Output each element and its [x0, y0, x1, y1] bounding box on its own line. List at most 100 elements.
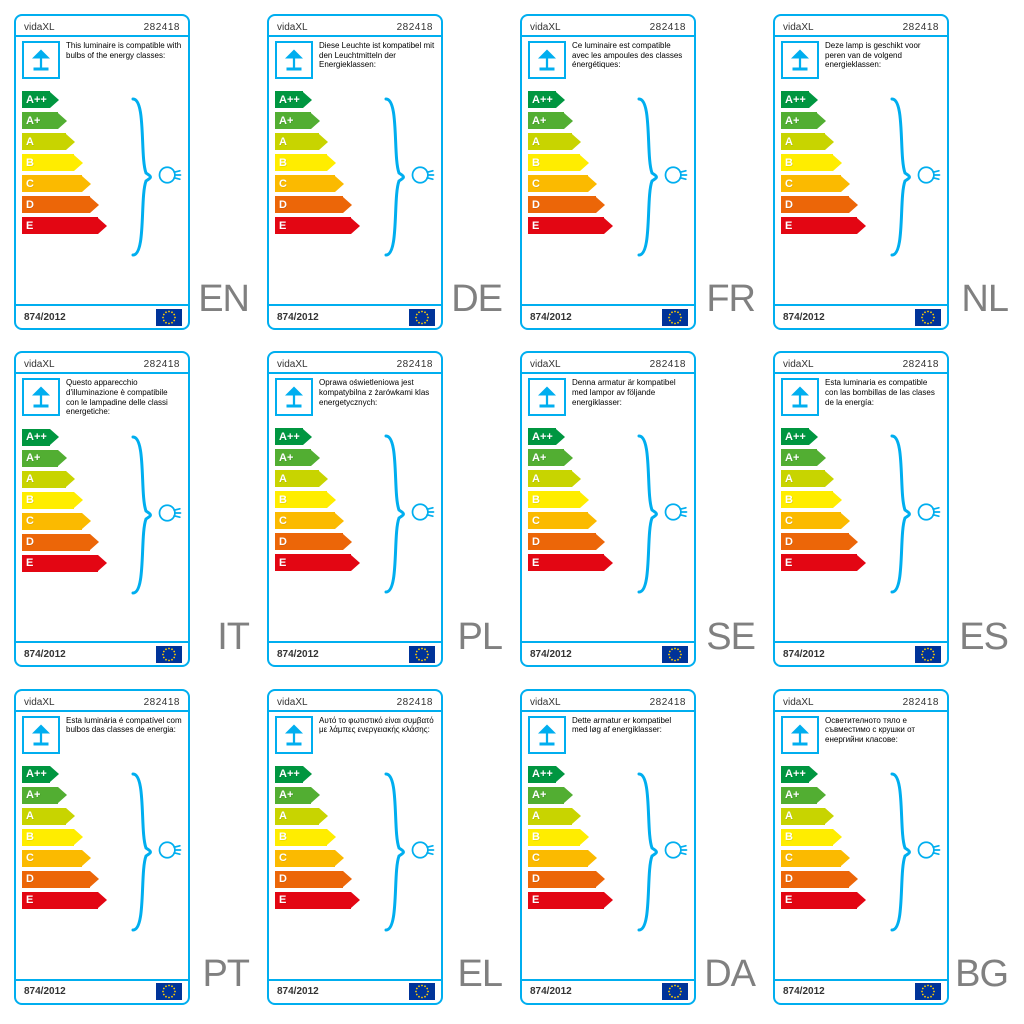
energy-label: vidaXL 282418 This luminaire is compatib…: [14, 14, 190, 330]
label-row2: Ce luminaire est compatible avec les amp…: [522, 37, 694, 85]
energy-arrows: A++ A+ A B C D E: [16, 762, 188, 912]
energy-arrow-B: B: [275, 829, 336, 846]
energy-arrow-C: C: [528, 850, 597, 867]
regulation-text: 874/2012: [783, 649, 825, 660]
language-code: PL: [458, 616, 502, 659]
product-code: 282418: [650, 22, 686, 33]
label-row2: Diese Leuchte ist kompatibel mit den Leu…: [269, 37, 441, 85]
energy-arrow-A: A: [528, 470, 581, 487]
energy-arrows: A++ A+ A B C D E: [775, 87, 947, 237]
energy-arrow-A: A: [781, 470, 834, 487]
energy-arrow-C: C: [275, 175, 344, 192]
eu-flag-icon: [156, 309, 182, 326]
description-text: Esta luminaria es compatible con las bom…: [825, 378, 941, 407]
lamp-icon: [785, 45, 815, 75]
energy-arrow-A+: A+: [22, 787, 67, 804]
energy-arrow-A: A: [22, 133, 75, 150]
energy-arrow-D: D: [275, 196, 352, 213]
lamp-icon: [26, 382, 56, 412]
label-cell: vidaXL 282418 Esta luminaria es compatib…: [773, 351, 1010, 672]
energy-arrow-C: C: [275, 850, 344, 867]
label-footer: 874/2012: [522, 979, 694, 1003]
language-code: BG: [955, 953, 1008, 996]
energy-arrow-D: D: [781, 871, 858, 888]
energy-arrows: A++ A+ A B C D E: [269, 87, 441, 237]
lamp-box: [22, 716, 60, 754]
energy-arrow-E: E: [22, 892, 107, 909]
label-header: vidaXL 282418: [775, 16, 947, 35]
description-text: Ce luminaire est compatible avec les amp…: [572, 41, 688, 70]
energy-arrow-B: B: [528, 829, 589, 846]
label-row2: Questo apparecchio d'illuminazione è com…: [16, 374, 188, 422]
energy-label: vidaXL 282418 Questo apparecchio d'illum…: [14, 351, 190, 667]
bulb-icon: [662, 498, 690, 526]
energy-arrow-C: C: [781, 850, 850, 867]
energy-arrow-E: E: [528, 554, 613, 571]
energy-arrows: A++ A+ A B C D E: [16, 425, 188, 575]
energy-arrows: A++ A+ A B C D E: [522, 762, 694, 912]
lamp-icon: [785, 720, 815, 750]
energy-arrow-C: C: [22, 175, 91, 192]
energy-arrow-A: A: [275, 133, 328, 150]
label-footer: 874/2012: [775, 979, 947, 1003]
energy-arrow-A+: A+: [275, 112, 320, 129]
language-code: DA: [704, 953, 755, 996]
brand-text: vidaXL: [530, 697, 561, 708]
label-row2: Dette armatur er kompatibel med løg af e…: [522, 712, 694, 760]
lamp-icon: [279, 382, 309, 412]
energy-arrows: A++ A+ A B C D E: [522, 87, 694, 237]
language-code: FR: [706, 278, 755, 321]
energy-arrow-E: E: [781, 217, 866, 234]
energy-arrow-C: C: [781, 512, 850, 529]
brace-icon: [381, 97, 411, 257]
energy-arrow-B: B: [528, 491, 589, 508]
label-header: vidaXL 282418: [269, 691, 441, 710]
label-row2: Esta luminaria es compatible con las bom…: [775, 374, 947, 422]
description-text: Questo apparecchio d'illuminazione è com…: [66, 378, 182, 416]
energy-arrow-C: C: [275, 512, 344, 529]
energy-arrow-A+: A+: [781, 112, 826, 129]
description-text: This luminaire is compatible with bulbs …: [66, 41, 182, 60]
language-code: EL: [458, 953, 502, 996]
label-header: vidaXL 282418: [522, 691, 694, 710]
brace-icon: [887, 434, 917, 594]
lamp-box: [275, 41, 313, 79]
language-code: SE: [706, 616, 755, 659]
product-code: 282418: [650, 359, 686, 370]
eu-flag-icon: [915, 309, 941, 326]
brand-text: vidaXL: [783, 22, 814, 33]
label-footer: 874/2012: [775, 304, 947, 328]
bulb-icon: [156, 836, 184, 864]
regulation-text: 874/2012: [24, 649, 66, 660]
bulb-icon: [915, 498, 943, 526]
energy-label: vidaXL 282418 Esta luminaria es compatib…: [773, 351, 949, 667]
brace-icon: [128, 435, 158, 595]
regulation-text: 874/2012: [530, 986, 572, 997]
label-grid: vidaXL 282418 This luminaire is compatib…: [14, 14, 1010, 1010]
lamp-icon: [532, 45, 562, 75]
bulb-icon: [156, 161, 184, 189]
label-footer: 874/2012: [269, 304, 441, 328]
eu-flag-icon: [915, 646, 941, 663]
energy-arrow-B: B: [781, 154, 842, 171]
product-code: 282418: [144, 697, 180, 708]
description-text: Осветителното тяло е съвместимо с крушки…: [825, 716, 941, 745]
label-header: vidaXL 282418: [16, 691, 188, 710]
energy-arrow-A: A: [781, 133, 834, 150]
label-row2: Denna armatur är kompatibel med lampor a…: [522, 374, 694, 422]
product-code: 282418: [903, 697, 939, 708]
description-text: Αυτό το φωτιστικό είναι συμβατό με λάμπε…: [319, 716, 435, 735]
energy-label: vidaXL 282418 Deze lamp is geschikt voor…: [773, 14, 949, 330]
lamp-box: [22, 378, 60, 416]
brace-icon: [381, 434, 411, 594]
bulb-icon: [156, 499, 184, 527]
eu-flag-icon: [662, 309, 688, 326]
energy-label: vidaXL 282418 Осветителното тяло е съвме…: [773, 689, 949, 1005]
energy-arrow-A: A: [528, 808, 581, 825]
energy-arrow-E: E: [528, 892, 613, 909]
product-code: 282418: [144, 359, 180, 370]
label-footer: 874/2012: [269, 641, 441, 665]
lamp-icon: [26, 45, 56, 75]
regulation-text: 874/2012: [277, 986, 319, 997]
energy-arrow-A+: A+: [528, 112, 573, 129]
